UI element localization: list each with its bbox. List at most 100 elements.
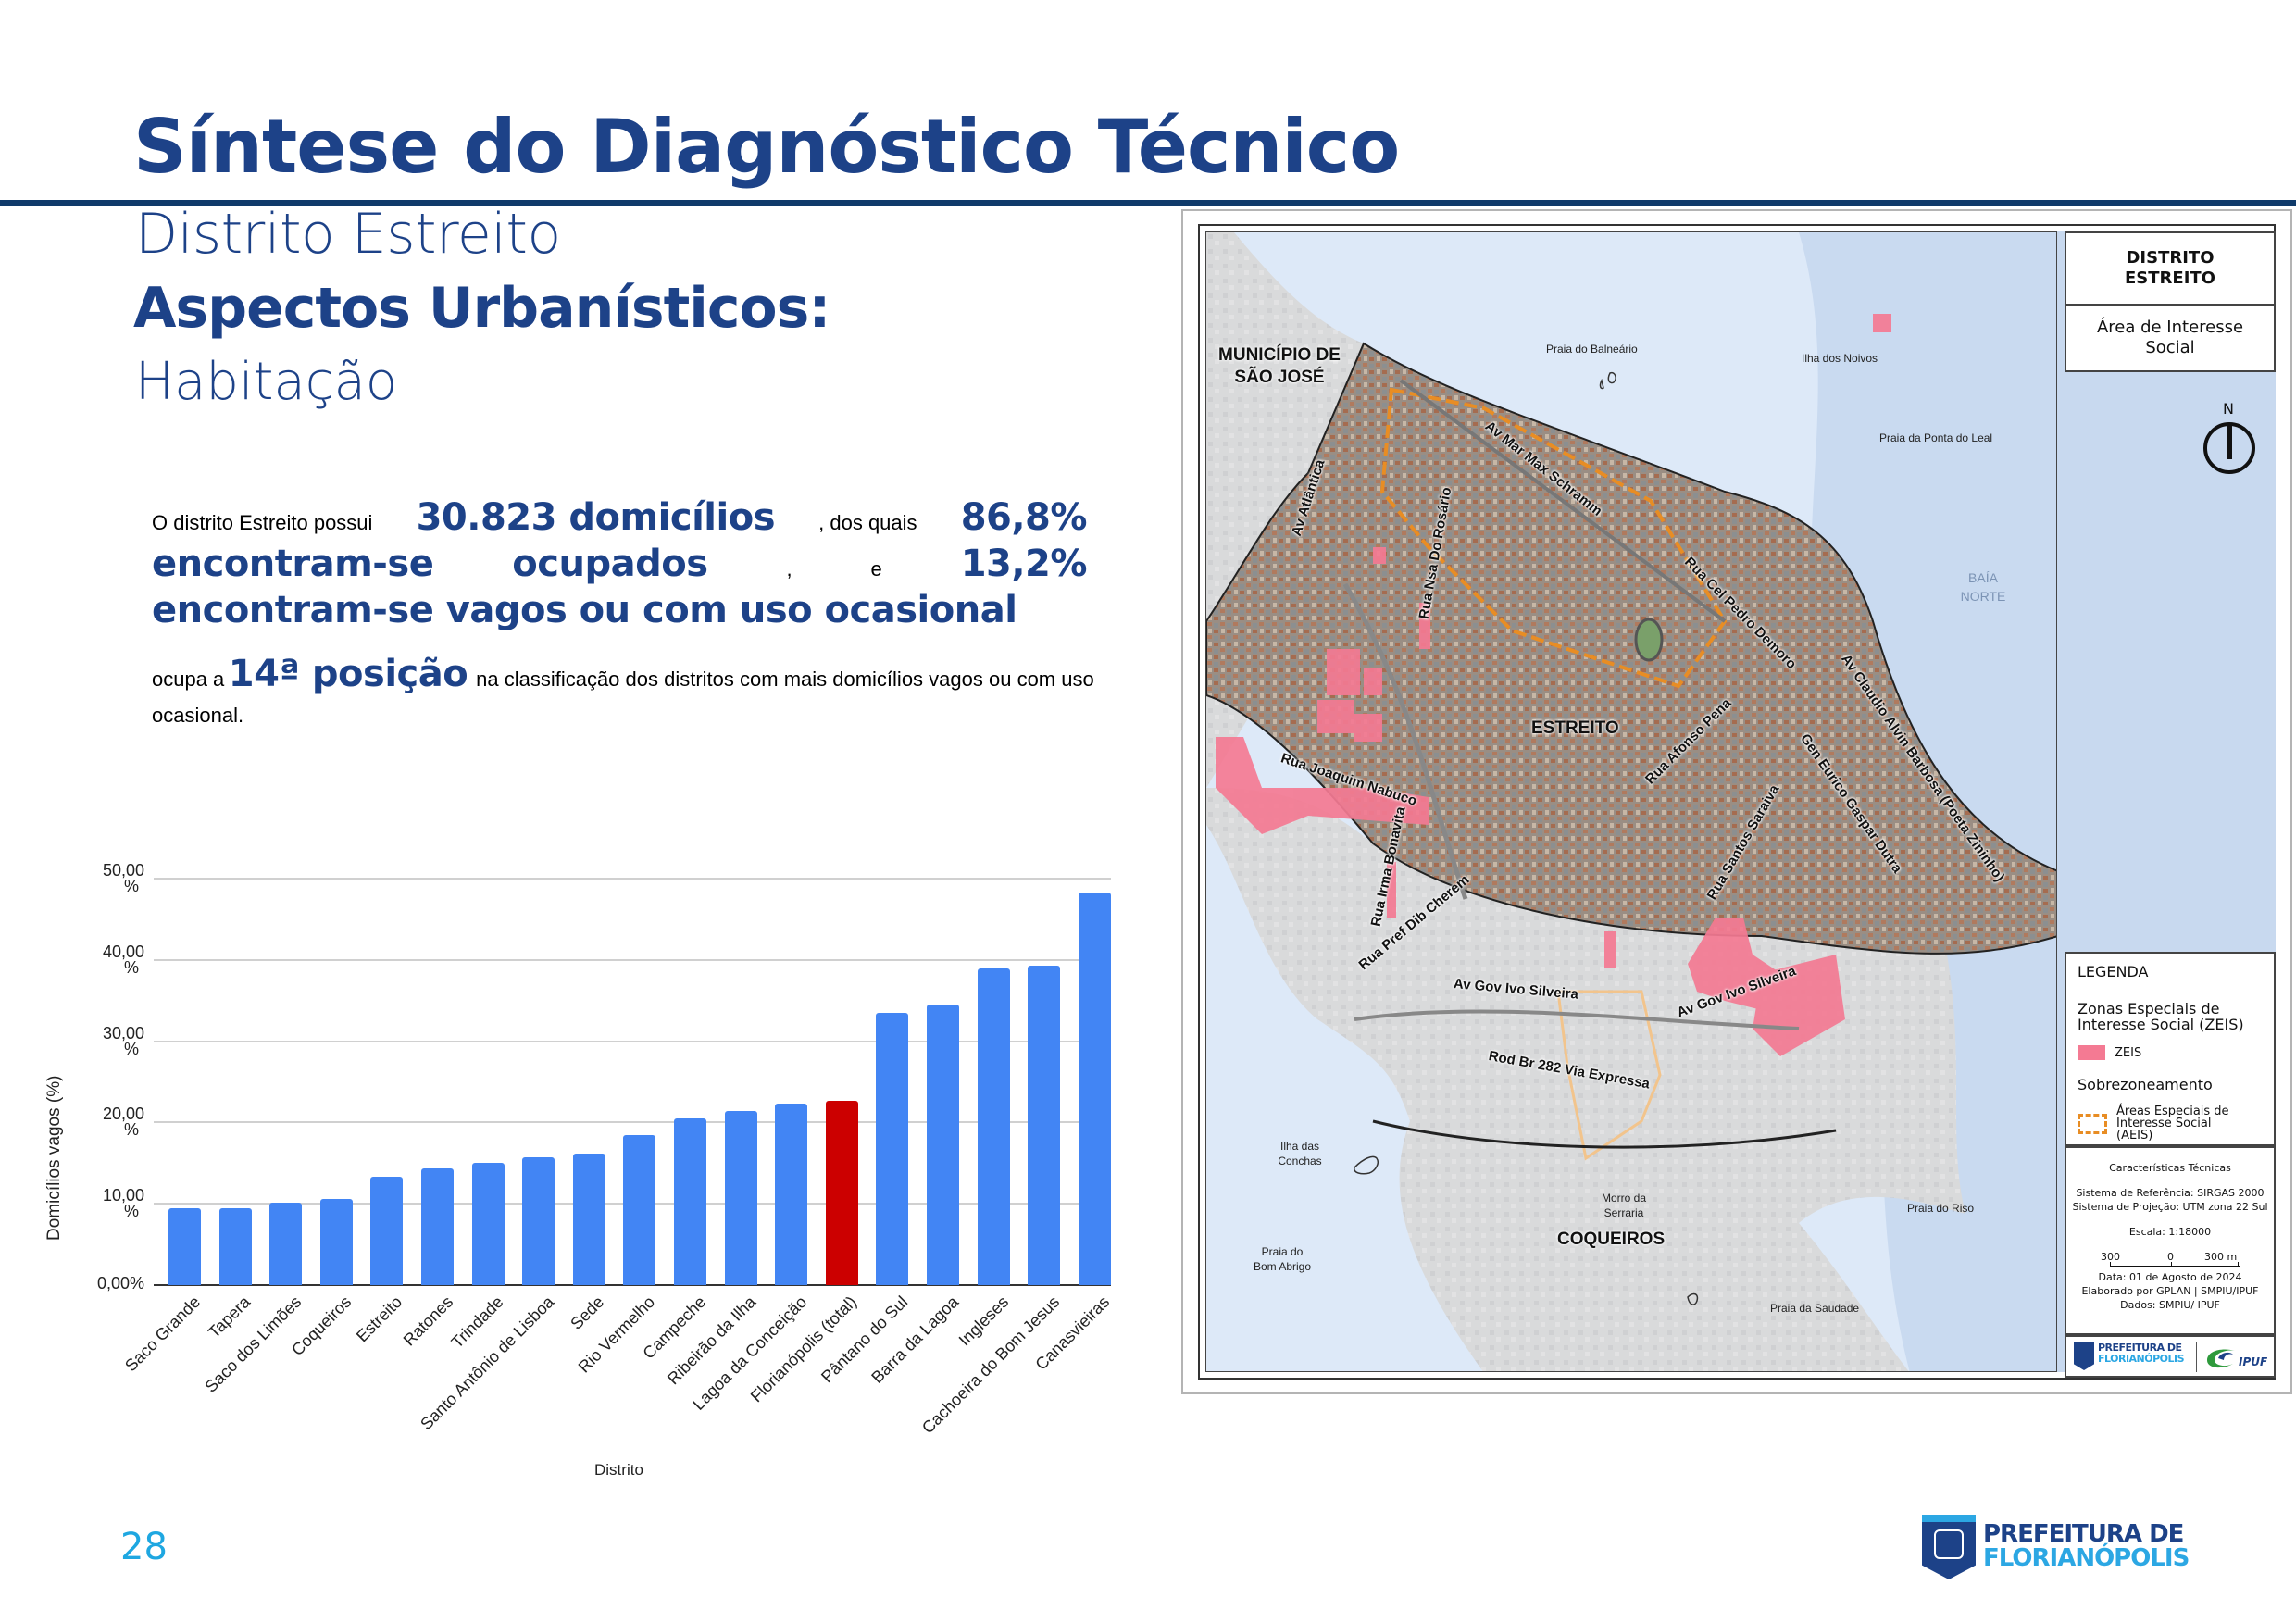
label-morro-serraria: Morro da Serraria xyxy=(1601,1192,1647,1219)
gridline xyxy=(154,1121,1111,1124)
legend-heading: LEGENDA xyxy=(2078,963,2149,980)
district-map xyxy=(1205,231,2057,1372)
bar-trindade xyxy=(471,1163,505,1285)
map-title: DISTRITO ESTREITO xyxy=(2066,233,2274,306)
rank-post: na classificação dos distritos com mais … xyxy=(152,668,1094,727)
shield-stripe xyxy=(1922,1515,1976,1522)
bar-florianopolis-total xyxy=(825,1100,858,1285)
summary-line-1: O distrito Estreito possui 30.823 domicí… xyxy=(152,496,1087,543)
mini-logo-line2: FLORIANÓPOLIS xyxy=(2098,1353,2185,1365)
prefeitura-logo: PREFEITURA DE FLORIANÓPOLIS xyxy=(1922,1515,2200,1581)
label-baia-norte: BAÍA NORTE xyxy=(1960,570,2006,604)
summary-text: , dos quais xyxy=(818,511,917,534)
gridline xyxy=(154,878,1111,880)
bar-sede xyxy=(572,1153,605,1285)
scale-mid: 0 xyxy=(2167,1251,2174,1263)
bar-saco-grande xyxy=(168,1207,201,1285)
scale-bar: 300 0 300 m xyxy=(2101,1250,2240,1270)
summary-paragraph: O distrito Estreito possui 30.823 domicí… xyxy=(152,496,1087,635)
households-count: 30.823 domicílios xyxy=(416,496,776,539)
x-tick-label: Tapera xyxy=(205,1292,255,1342)
bar-estreito xyxy=(370,1177,404,1285)
bar-ratones xyxy=(421,1168,454,1285)
logo-text-line1: PREFEITURA DE xyxy=(1983,1520,2184,1548)
bar-lagoa-da-conceicao xyxy=(775,1104,808,1285)
occupied-label-b: ocupados xyxy=(512,543,708,585)
x-tick-label: Barra da Lagoa xyxy=(867,1292,962,1387)
bar-barra-da-lagoa xyxy=(927,1005,959,1285)
y-tick-label: 20,00% xyxy=(102,1105,144,1140)
map-subtitle-text: Área de Interesse Social xyxy=(2096,318,2244,357)
logo-text-line2: FLORIANÓPOLIS xyxy=(1983,1544,2190,1572)
legend-group-zeis: Zonas Especiais de Interesse Social (ZEI… xyxy=(2078,1000,2244,1033)
summary-text: , xyxy=(786,557,792,581)
bar-tapera xyxy=(218,1207,252,1285)
tech-author: Elaborado por GPLAN | SMPIU/IPUF xyxy=(2081,1285,2259,1297)
gridline xyxy=(154,958,1111,961)
legend-item-aeis-label: Áreas Especiais de Interesse Social (AEI… xyxy=(2116,1105,2229,1142)
district-subtitle: Distrito Estreito xyxy=(135,202,561,267)
emblem-icon xyxy=(1934,1529,1964,1559)
label-praia-ponta-leal: Praia da Ponta do Leal xyxy=(1879,431,1993,444)
x-tick-label: Estreito xyxy=(352,1292,406,1346)
topic-heading: Habitação xyxy=(135,352,398,412)
bar-ribeirao-da-ilha xyxy=(724,1111,757,1285)
page-number: 28 xyxy=(120,1526,168,1568)
y-tick-label: 0,00% xyxy=(96,1274,144,1292)
x-tick-label: Saco Grande xyxy=(120,1292,204,1376)
map-title-text: DISTRITO ESTREITO xyxy=(2125,248,2215,288)
summary-text: e xyxy=(870,557,882,581)
occupied-label-a: encontram-se xyxy=(152,543,434,585)
ipuf-logo-icon xyxy=(2207,1349,2235,1368)
label-estreito: ESTREITO xyxy=(1531,718,1619,738)
bar-saco-dos-limoes xyxy=(269,1203,303,1285)
rank-pre: ocupa a xyxy=(152,668,225,691)
label-sao-jose: MUNICÍPIO DE SÃO JOSÉ xyxy=(1218,345,1341,387)
aeis-swatch-icon xyxy=(2078,1113,2107,1134)
legend-item-zeis: ZEIS xyxy=(2078,1045,2263,1060)
map-title-box: DISTRITO ESTREITO Área de Interesse Soci… xyxy=(2065,231,2276,372)
scale-tick xyxy=(2110,1262,2111,1267)
legend-group-overlay: Sobrezoneamento xyxy=(2078,1076,2213,1093)
tech-source: Dados: SMPIU/ IPUF xyxy=(2120,1299,2220,1311)
y-tick-label: 30,00% xyxy=(102,1023,144,1058)
legend-item-zeis-label: ZEIS xyxy=(2115,1045,2142,1060)
bar-campeche xyxy=(674,1118,706,1285)
north-ring xyxy=(2203,422,2255,474)
bar-pantano-do-sul xyxy=(876,1012,909,1285)
gridline xyxy=(154,1040,1111,1042)
section-heading: Aspectos Urbanísticos: xyxy=(133,276,830,341)
ipuf-text: IPUF xyxy=(2239,1355,2268,1368)
bar-ingleses xyxy=(977,968,1010,1285)
label-ilha-noivos: Ilha dos Noivos xyxy=(1802,352,1878,365)
ranking-paragraph: ocupa a 14ª posição na classificação dos… xyxy=(152,655,1096,735)
rank-position: 14ª posição xyxy=(228,653,468,695)
scale-rule xyxy=(2110,1266,2240,1267)
summary-line-2: encontram-se ocupados , e 13,2% xyxy=(152,543,1087,589)
bar-cachoeira-do-bom-jesus xyxy=(1028,965,1061,1285)
label-praia-riso: Praia do Riso xyxy=(1907,1202,1975,1215)
y-tick-label: 50,00% xyxy=(102,861,144,895)
map-legend: LEGENDA Zonas Especiais de Interesse Soc… xyxy=(2065,952,2276,1146)
north-needle xyxy=(2227,426,2232,459)
x-axis-title: Distrito xyxy=(594,1461,643,1479)
vacant-percent: 13,2% xyxy=(960,543,1088,585)
occupied-percent: 86,8% xyxy=(960,496,1088,539)
y-tick-label: 10,00% xyxy=(102,1186,144,1221)
y-tick-label: 40,00% xyxy=(102,942,144,977)
coat-of-arms-icon xyxy=(1922,1515,1976,1579)
prefeitura-shield-icon xyxy=(2074,1342,2094,1370)
map-graphic xyxy=(1206,232,2056,1371)
scale-tick xyxy=(2171,1262,2172,1267)
mini-logo-line1: PREFEITURA DE xyxy=(2098,1342,2182,1354)
scale-tick xyxy=(2238,1262,2239,1267)
technical-info: Características Técnicas Sistema de Refe… xyxy=(2065,1146,2276,1335)
label-praia-balneario: Praia do Balneário xyxy=(1546,343,1638,356)
bar-rio-vermelho xyxy=(623,1135,656,1285)
page-title: Síntese do Diagnóstico Técnico xyxy=(133,104,1400,190)
x-tick-label: Sede xyxy=(567,1292,608,1333)
logo-separator xyxy=(2196,1342,2197,1372)
x-tick-label: Ribeirão da Ilha xyxy=(664,1292,760,1389)
tech-reference-system: Sistema de Referência: SIRGAS 2000 xyxy=(2076,1187,2265,1199)
bar-santo-antonio-de-lisboa xyxy=(522,1157,555,1285)
